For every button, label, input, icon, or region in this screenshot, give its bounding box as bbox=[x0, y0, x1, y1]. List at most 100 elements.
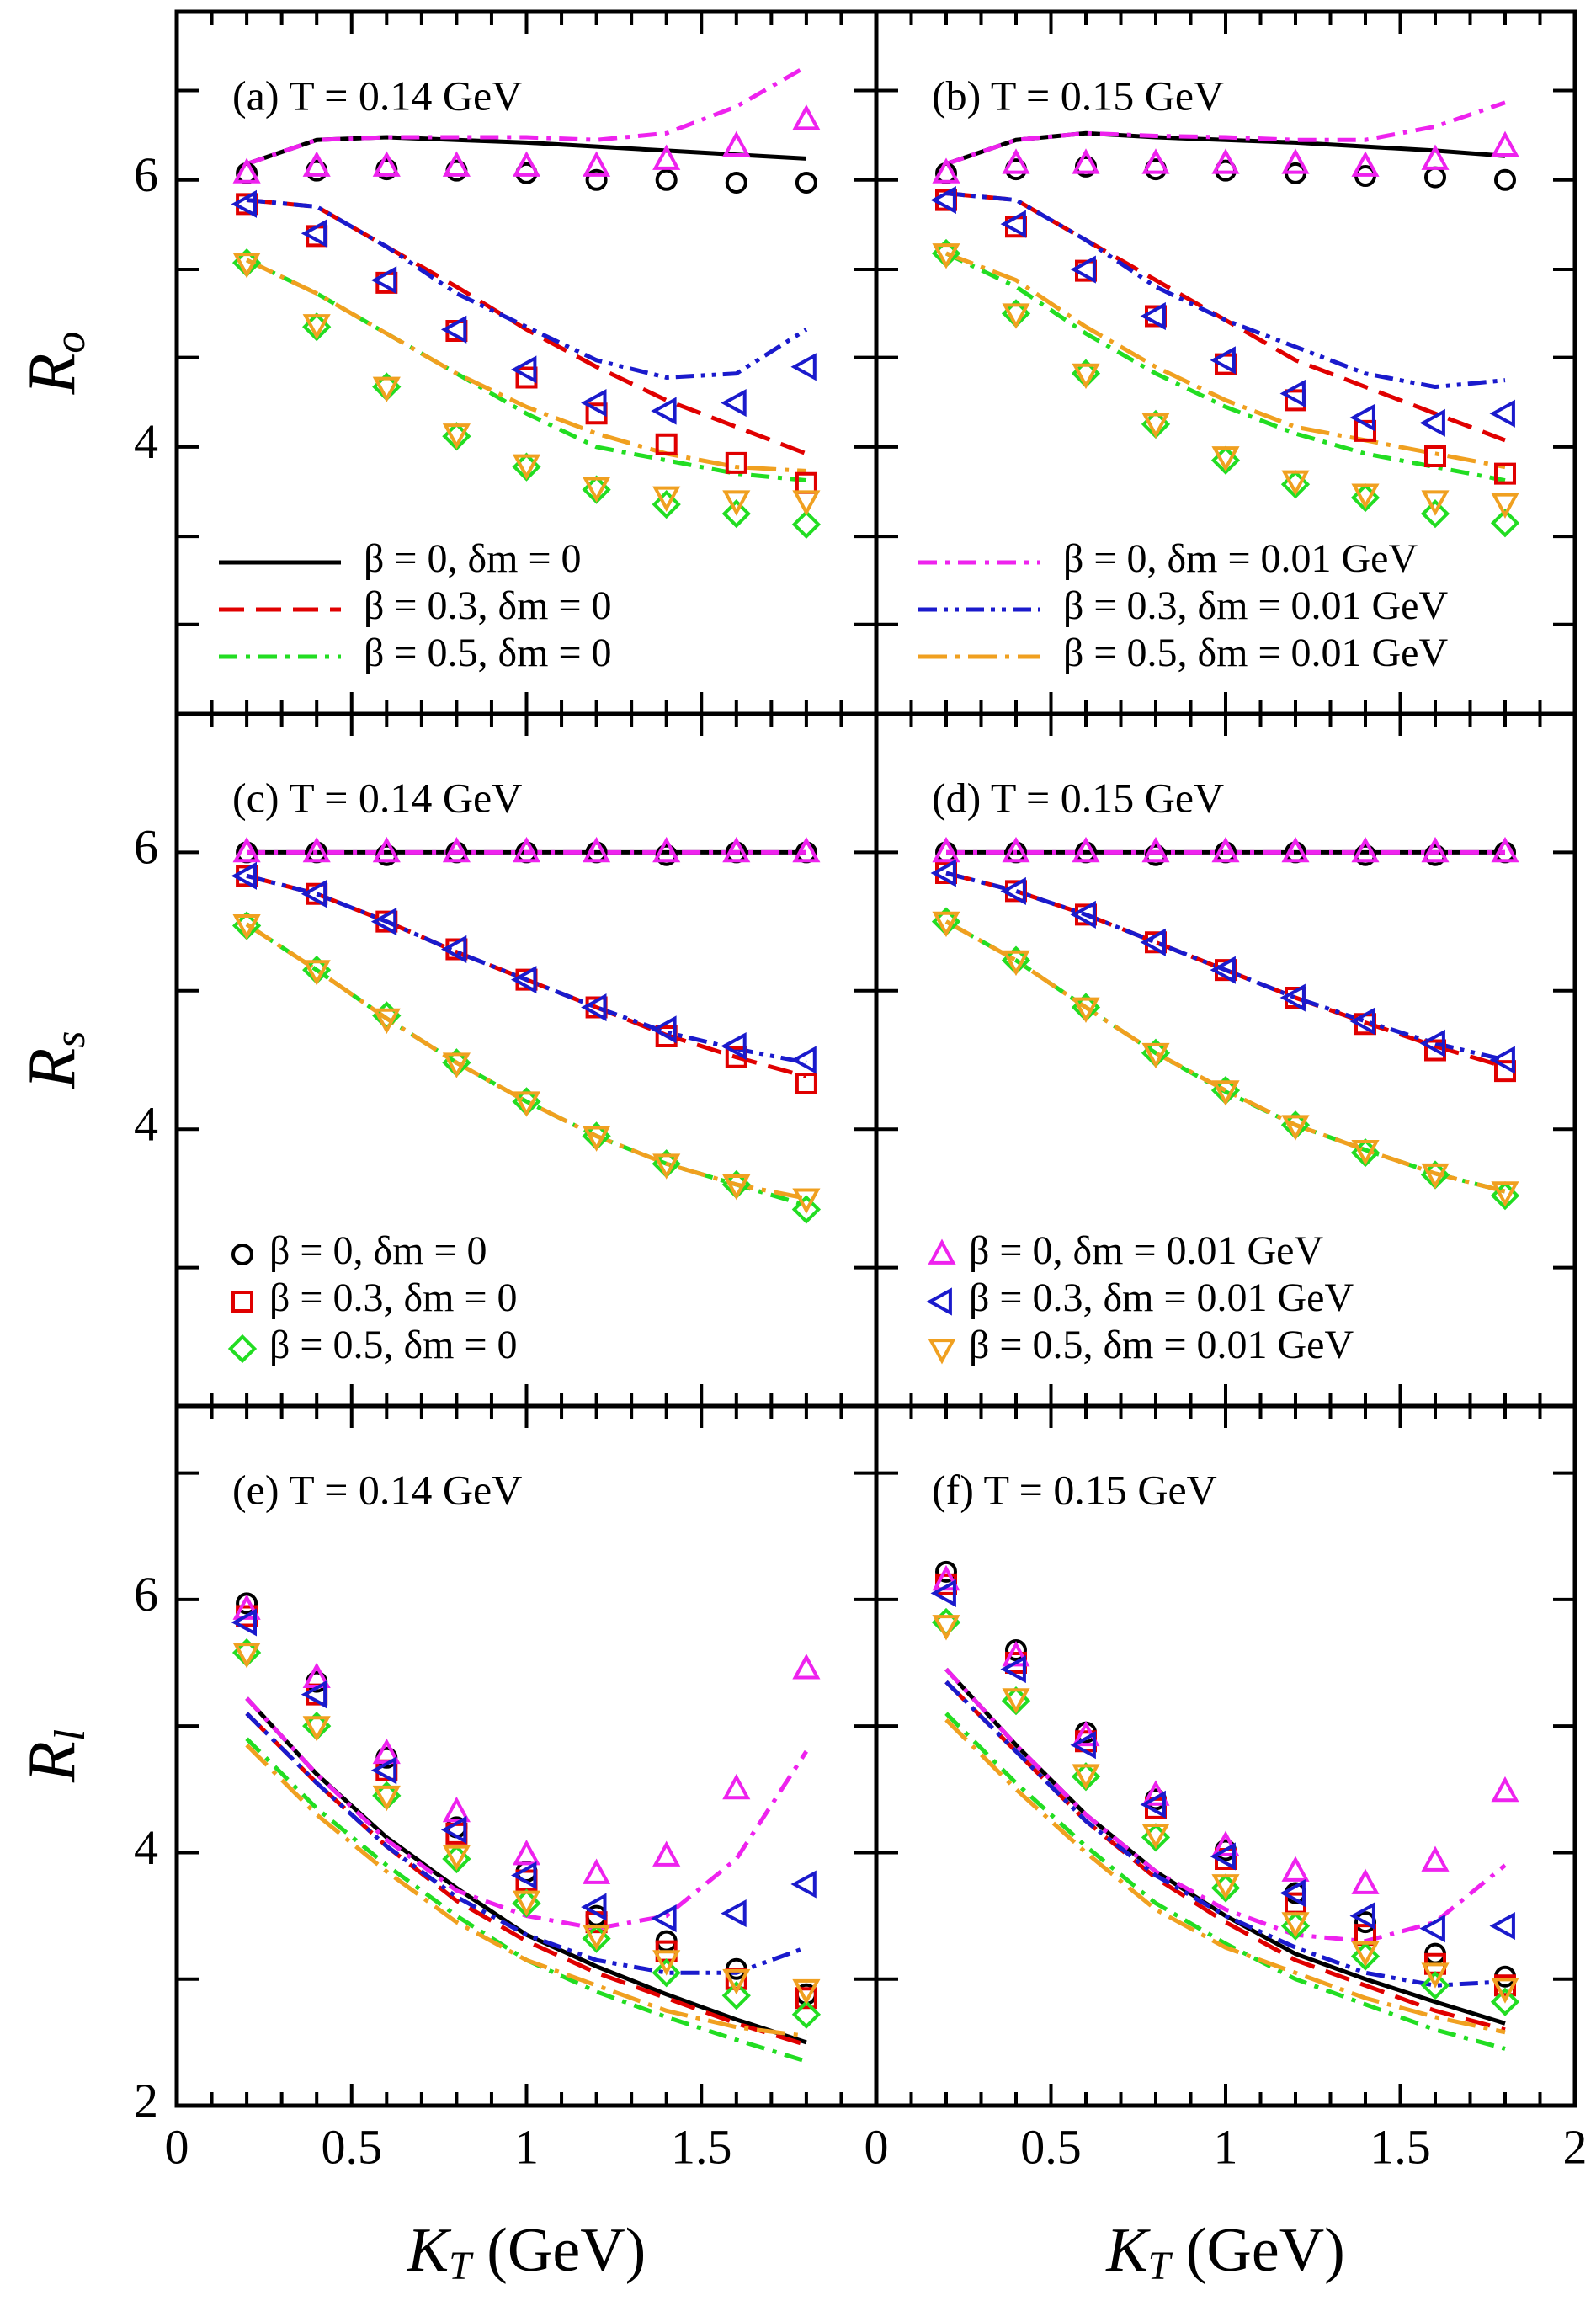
y-axis-label: Rs bbox=[15, 1031, 94, 1089]
marker bbox=[725, 1046, 747, 1068]
x-tick-label: 0.5 bbox=[322, 2119, 383, 2174]
legend-label: β = 0, δm = 0.01 GeV bbox=[1063, 536, 1418, 581]
legend-label: β = 0.5, δm = 0.01 GeV bbox=[1063, 631, 1448, 675]
legend-label: β = 0.5, δm = 0.01 GeV bbox=[969, 1323, 1354, 1367]
marker bbox=[651, 1904, 677, 1933]
marker bbox=[790, 353, 817, 381]
marker bbox=[1140, 928, 1166, 956]
marker bbox=[442, 836, 471, 863]
legend-label: β = 0, δm = 0 bbox=[269, 1228, 487, 1273]
marker bbox=[1072, 148, 1100, 174]
marker bbox=[932, 836, 960, 863]
y-axis-label: Ro bbox=[15, 332, 94, 396]
marker bbox=[442, 1052, 471, 1078]
marker bbox=[232, 157, 261, 184]
y-tick-label: 6 bbox=[134, 820, 158, 875]
marker bbox=[1350, 1941, 1381, 1971]
marker bbox=[652, 1958, 681, 1988]
panel-title: (d) T = 0.15 GeV bbox=[932, 774, 1224, 821]
marker bbox=[795, 172, 817, 194]
line bbox=[944, 1712, 1506, 2051]
marker bbox=[1002, 836, 1030, 863]
marker bbox=[1421, 836, 1450, 863]
marker bbox=[440, 935, 467, 964]
marker bbox=[792, 1978, 821, 2005]
marker bbox=[583, 836, 611, 863]
legend-label: β = 0.3, δm = 0 bbox=[364, 583, 612, 628]
line bbox=[245, 922, 807, 1201]
marker bbox=[370, 1756, 397, 1785]
marker bbox=[1140, 301, 1166, 331]
marker bbox=[512, 454, 541, 480]
marker bbox=[722, 490, 751, 516]
panel-title: (f) T = 0.15 GeV bbox=[932, 1466, 1217, 1513]
marker bbox=[721, 1899, 747, 1928]
marker bbox=[721, 388, 747, 418]
y-axis-label: Rl bbox=[15, 1729, 94, 1783]
marker bbox=[302, 1716, 331, 1742]
marker bbox=[1211, 1874, 1240, 1900]
x-axis-label-main: K bbox=[407, 2216, 452, 2285]
legend-label: β = 0.3, δm = 0 bbox=[269, 1275, 518, 1320]
marker bbox=[442, 423, 471, 450]
y-tick-label: 2 bbox=[134, 2073, 158, 2128]
marker bbox=[231, 189, 257, 218]
marker bbox=[583, 1925, 611, 1951]
marker bbox=[372, 376, 401, 403]
marker bbox=[652, 489, 681, 519]
marker bbox=[651, 397, 677, 425]
marker bbox=[655, 1025, 678, 1048]
marker bbox=[791, 2000, 822, 2029]
marker bbox=[1072, 1764, 1100, 1790]
marker bbox=[652, 144, 681, 170]
legend-label: β = 0.5, δm = 0 bbox=[364, 631, 612, 675]
line bbox=[945, 191, 1506, 443]
marker bbox=[512, 1091, 541, 1117]
marker bbox=[1070, 1731, 1096, 1760]
marker bbox=[1420, 499, 1450, 529]
marker bbox=[1421, 144, 1450, 170]
panel-title: (b) T = 0.15 GeV bbox=[932, 72, 1224, 119]
marker bbox=[722, 836, 751, 863]
marker bbox=[932, 157, 960, 184]
marker bbox=[1211, 446, 1240, 472]
marker bbox=[442, 1796, 471, 1823]
marker bbox=[1000, 876, 1026, 905]
marker bbox=[791, 509, 822, 539]
marker bbox=[1489, 1912, 1515, 1941]
y-axis-label-main: R bbox=[15, 1741, 89, 1783]
marker bbox=[581, 1893, 607, 1921]
marker bbox=[1281, 470, 1310, 497]
marker bbox=[1419, 1915, 1445, 1943]
legend-label: β = 0, δm = 0.01 GeV bbox=[969, 1228, 1323, 1273]
marker bbox=[372, 151, 401, 177]
marker bbox=[1490, 1987, 1520, 2016]
panel-title: (e) T = 0.14 GeV bbox=[232, 1466, 522, 1513]
marker bbox=[651, 1015, 677, 1044]
marker bbox=[1281, 1856, 1310, 1882]
marker bbox=[232, 836, 261, 863]
marker bbox=[1281, 836, 1310, 863]
line bbox=[246, 873, 807, 1065]
marker bbox=[512, 836, 541, 863]
marker bbox=[442, 151, 471, 177]
marker bbox=[1072, 836, 1100, 863]
marker bbox=[1494, 1974, 1516, 1997]
marker bbox=[515, 1869, 538, 1892]
marker bbox=[932, 243, 960, 269]
marker bbox=[1141, 413, 1170, 439]
marker bbox=[1419, 1029, 1445, 1057]
marker bbox=[515, 366, 538, 389]
x-tick-label: 0 bbox=[165, 2119, 189, 2174]
marker bbox=[795, 471, 817, 494]
marker bbox=[302, 151, 331, 177]
marker bbox=[1210, 956, 1236, 984]
y-tick-label: 6 bbox=[134, 1567, 158, 1622]
marker bbox=[652, 1840, 681, 1867]
marker bbox=[1141, 1042, 1170, 1069]
marker bbox=[581, 993, 607, 1022]
marker bbox=[932, 1615, 960, 1641]
x-axis-label: KT (GeV) bbox=[407, 2216, 646, 2288]
marker bbox=[232, 913, 261, 940]
panel: 0 0.5 1 1.5 2 4 6 (e) T = 0.14 GeV Rl KT (GeV) bbox=[15, 1403, 879, 2288]
